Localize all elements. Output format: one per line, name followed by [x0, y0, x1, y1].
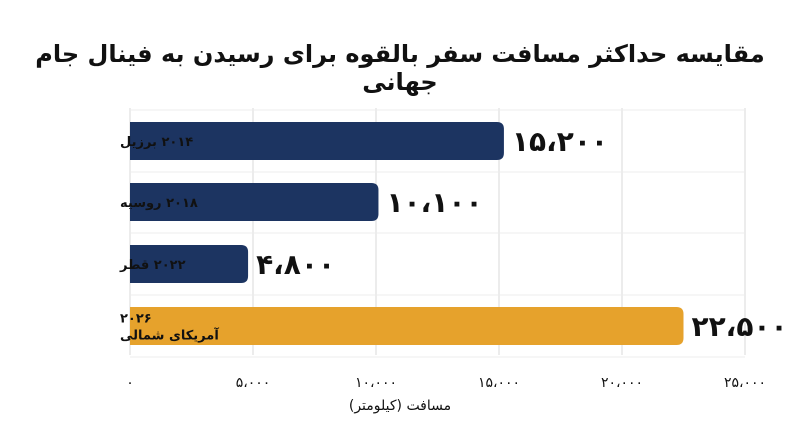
bar-2	[130, 245, 249, 283]
bar-1	[130, 183, 379, 221]
bar-3	[130, 307, 684, 345]
bar-value-label-3: ۲۲،۵۰۰	[692, 310, 788, 343]
x-tick-label-1: ۵،۰۰۰	[236, 375, 271, 391]
bar-value-label-2: ۴،۸۰۰	[256, 248, 335, 281]
x-tick-label-2: ۱۰،۰۰۰	[355, 375, 397, 391]
category-label-2-0: ۲۰۲۲ قطر	[119, 258, 186, 273]
category-label-3-1: آمریکای شمالی	[120, 327, 219, 344]
x-tick-label-3: ۱۵،۰۰۰	[478, 375, 520, 391]
x-axis-label: مسافت (کیلومتر)	[348, 398, 452, 414]
x-tick-label-0: ۰	[126, 375, 134, 391]
category-label-3-0: ۲۰۲۶	[120, 312, 152, 327]
category-label-1-0: ۲۰۱۸ روسیه	[120, 196, 198, 211]
category-label-0-0: ۲۰۱۴ برزیل	[120, 135, 193, 150]
x-tick-label-5: ۲۵،۰۰۰	[724, 375, 766, 391]
x-tick-label-4: ۲۰،۰۰۰	[601, 375, 643, 391]
bar-0	[130, 122, 504, 160]
bar-value-label-1: ۱۰،۱۰۰	[386, 186, 482, 219]
bar-value-label-0: ۱۵،۲۰۰	[512, 125, 608, 158]
chart-title: مقایسه حداکثر مسافت سفر بالقوه برای رسید…	[35, 40, 765, 96]
